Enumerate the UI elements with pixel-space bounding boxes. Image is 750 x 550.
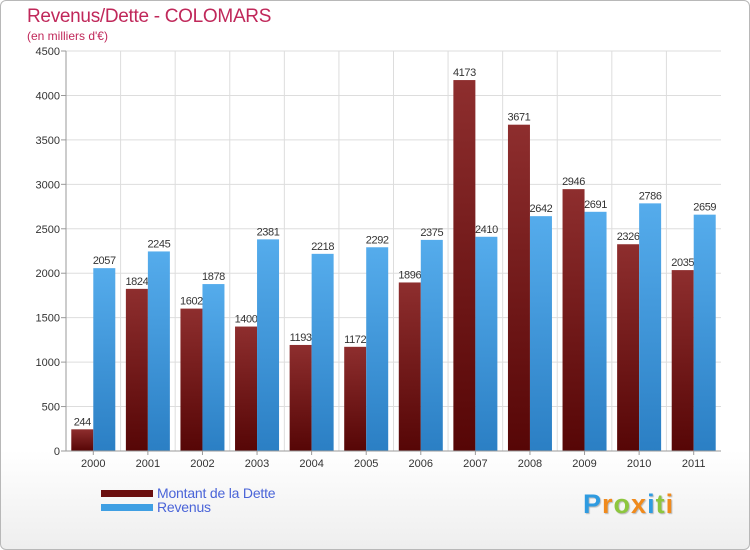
data-label-dette-2010: 2326 <box>617 231 640 243</box>
y-tick-label: 1000 <box>36 357 60 369</box>
data-label-revenus-2002: 1878 <box>202 271 225 283</box>
x-tick-label-2010: 2010 <box>627 458 651 470</box>
data-label-dette-2003: 1400 <box>235 314 258 326</box>
data-label-dette-2000: 244 <box>74 416 91 428</box>
data-label-revenus-2010: 2786 <box>639 190 662 202</box>
data-label-dette-2001: 1824 <box>125 276 148 288</box>
bar-revenus-2009 <box>584 211 607 451</box>
data-label-revenus-2008: 2642 <box>530 203 553 215</box>
data-label-dette-2007: 4173 <box>453 67 476 79</box>
grid-layer <box>66 50 721 452</box>
data-label-revenus-2000: 2057 <box>93 255 116 267</box>
x-tick-label-2001: 2001 <box>136 458 160 470</box>
bar-revenus-2007 <box>475 236 498 451</box>
bar-dette-2003 <box>235 326 258 451</box>
data-label-dette-2004: 1193 <box>290 332 312 344</box>
x-tick-label-2000: 2000 <box>81 458 105 470</box>
x-tick-label-2006: 2006 <box>409 458 433 470</box>
legend-label-revenus: Revenus <box>157 499 211 515</box>
x-tick-label-2008: 2008 <box>518 458 542 470</box>
legend-swatch-debt <box>101 490 153 497</box>
bar-revenus-2002 <box>202 284 225 451</box>
bar-dette-2004 <box>289 344 312 451</box>
y-tick-label: 0 <box>54 446 60 458</box>
data-label-dette-2008: 3671 <box>508 112 531 124</box>
bar-dette-2001 <box>125 288 148 451</box>
data-label-revenus-2004: 2218 <box>311 241 334 253</box>
bar-dette-2008 <box>507 124 530 451</box>
bar-revenus-2005 <box>366 247 389 451</box>
axis-layer: 0 500 1000 1500 2000 2500 3000 3500 4000 4500 2000… <box>36 46 721 470</box>
bar-layer: 244 2057 1824 2245 1602 1878 1400 2381 1193 2218 1… <box>71 67 717 452</box>
data-label-revenus-2011: 2659 <box>693 202 716 214</box>
y-tick-label: 4500 <box>36 46 60 58</box>
bar-chart: 244 2057 1824 2245 1602 1878 1400 2381 1193 2218 1… <box>36 46 721 470</box>
y-tick-label: 2500 <box>36 224 60 236</box>
bar-dette-2005 <box>344 346 367 451</box>
bar-revenus-2000 <box>93 268 116 451</box>
y-tick-label: 2000 <box>36 268 60 280</box>
y-tick-label: 4000 <box>36 90 60 102</box>
bar-dette-2010 <box>617 244 640 451</box>
logo-letter: P <box>583 489 603 519</box>
logo-letter: t <box>655 489 666 519</box>
bar-dette-2000 <box>71 429 94 451</box>
bar-revenus-2010 <box>639 203 662 451</box>
data-label-revenus-2005: 2292 <box>366 234 389 246</box>
x-tick-label-2009: 2009 <box>572 458 596 470</box>
x-tick-label-2004: 2004 <box>299 458 323 470</box>
x-tick-label-2002: 2002 <box>190 458 214 470</box>
bar-revenus-2008 <box>529 216 552 451</box>
data-label-revenus-2006: 2375 <box>420 227 443 239</box>
legend-swatch-revenus <box>101 504 153 511</box>
logo-letter: x <box>631 489 648 519</box>
bar-dette-2002 <box>180 308 203 451</box>
logo-letter: o <box>613 489 632 519</box>
data-label-dette-2009: 2946 <box>562 176 585 188</box>
x-tick-label-2011: 2011 <box>682 458 706 470</box>
chart-title: Revenus/Dette - COLOMARS <box>27 6 272 27</box>
bar-revenus-2003 <box>257 239 280 451</box>
legend-label-debt: Montant de la Dette <box>157 485 276 501</box>
bar-revenus-2006 <box>420 239 443 451</box>
proxiti-logo: Proxiti <box>583 489 674 520</box>
x-tick-label-2007: 2007 <box>463 458 487 470</box>
bar-revenus-2001 <box>147 251 170 451</box>
data-label-dette-2002: 1602 <box>180 296 203 308</box>
data-label-revenus-2009: 2691 <box>584 199 607 211</box>
y-tick-label: 500 <box>42 402 60 414</box>
x-tick-label-2005: 2005 <box>354 458 378 470</box>
data-label-revenus-2007: 2410 <box>475 224 498 236</box>
data-label-dette-2005: 1172 <box>344 334 366 346</box>
data-label-revenus-2001: 2245 <box>147 238 170 250</box>
data-label-revenus-2003: 2381 <box>257 226 280 238</box>
bar-revenus-2004 <box>311 253 334 451</box>
bar-dette-2006 <box>398 282 421 451</box>
bar-revenus-2011 <box>693 214 716 451</box>
bar-dette-2009 <box>562 189 585 451</box>
y-tick-label: 1500 <box>36 313 60 325</box>
logo-letter: r <box>602 489 614 519</box>
logo-letter: i <box>665 489 675 519</box>
y-tick-label: 3500 <box>36 135 60 147</box>
x-tick-label-2003: 2003 <box>245 458 269 470</box>
data-label-dette-2006: 1896 <box>398 269 421 281</box>
bar-dette-2007 <box>453 80 476 452</box>
bar-dette-2011 <box>671 270 694 451</box>
logo-letter: i <box>647 489 656 519</box>
y-tick-label: 3000 <box>36 179 60 191</box>
chart-subtitle: (en milliers d'€) <box>27 29 108 43</box>
data-label-dette-2011: 2035 <box>671 257 694 269</box>
